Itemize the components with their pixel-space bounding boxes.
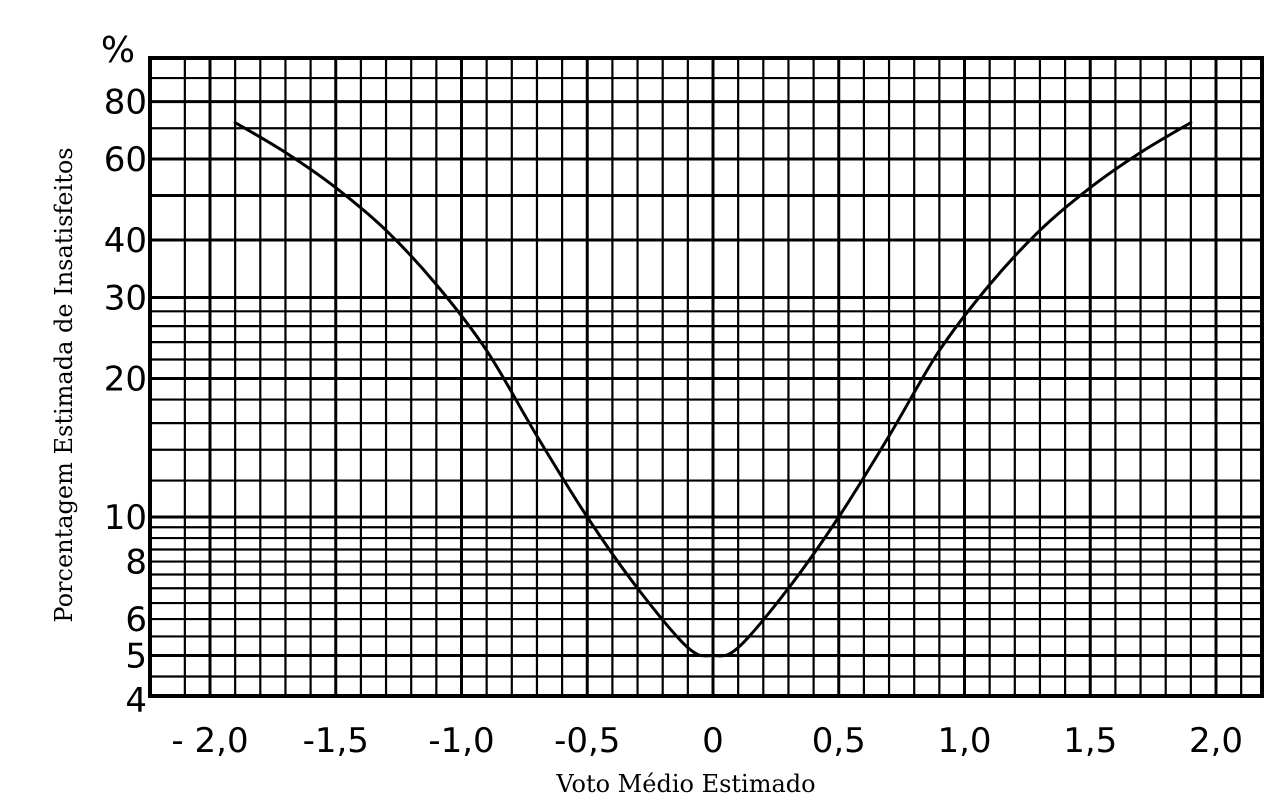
x-tick-label: 2,0	[1189, 721, 1243, 761]
y-unit-label: %	[101, 30, 135, 71]
x-axis-title: Voto Médio Estimado	[555, 770, 815, 798]
x-tick-label: 1,5	[1063, 721, 1117, 761]
x-tick-label: -0,5	[554, 721, 620, 761]
y-tick-label: 20	[104, 360, 147, 400]
chart-grid	[150, 58, 1262, 696]
y-axis-title: Porcentagem Estimada de Insatisfeitos	[50, 147, 78, 622]
x-tick-label: -1,0	[428, 721, 494, 761]
x-tick-label: - 2,0	[171, 721, 248, 761]
plot-frame	[148, 56, 1264, 698]
x-tick-label: -1,5	[303, 721, 369, 761]
y-tick-label: 80	[104, 83, 147, 123]
x-tick-label: 0,5	[812, 721, 866, 761]
series-line	[233, 121, 1193, 658]
y-tick-label: 4	[125, 681, 147, 721]
y-tick-label: 40	[104, 221, 147, 261]
y-tick-label: 30	[104, 279, 147, 319]
plot-border	[148, 56, 1264, 698]
y-tick-label: 10	[104, 498, 147, 538]
y-tick-label: 6	[125, 600, 147, 640]
y-tick-label: 5	[125, 636, 147, 676]
tick-labels: 4 56 8 10 20 30 40 60 80 - 2,0 -1,5 -1,0 -0,5 0 0,5 1,0…	[104, 83, 1243, 761]
series-group	[233, 121, 1193, 658]
y-tick-label: 60	[104, 140, 147, 180]
y-tick-label: 8	[125, 543, 147, 583]
x-tick-label: 0	[702, 721, 724, 761]
x-tick-label: 1,0	[937, 721, 991, 761]
